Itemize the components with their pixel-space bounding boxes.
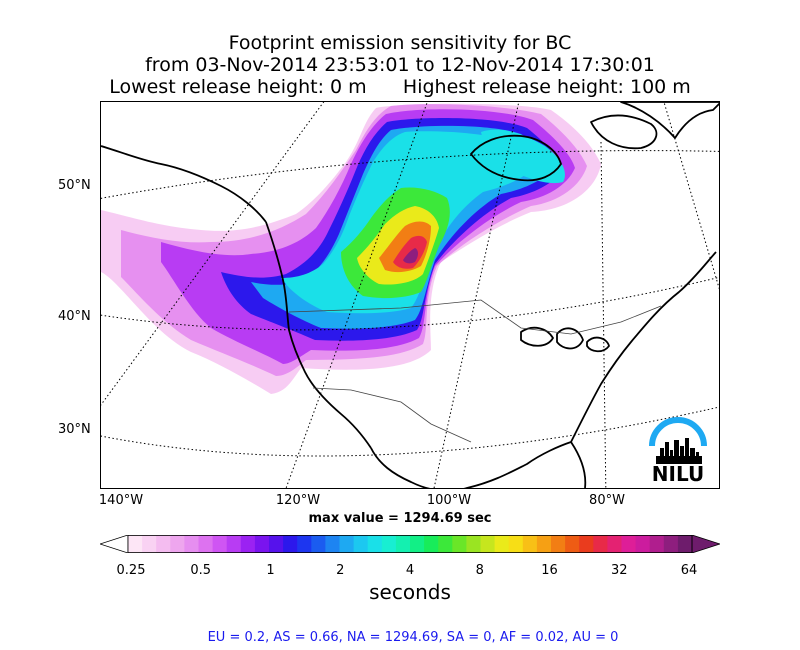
colorbar-step [522, 535, 538, 553]
colorbar-step [198, 535, 214, 553]
meridian-60w [663, 102, 719, 290]
footprint-map [100, 101, 720, 489]
colorbar-step [649, 535, 665, 553]
pacific-coast [265, 221, 372, 449]
colorbar-step [635, 535, 651, 553]
colorbar-step [142, 535, 157, 553]
graticule [101, 102, 719, 488]
colorbar-tick-label: 8 [475, 563, 484, 578]
sensitivity-field [101, 103, 601, 395]
parallel-40n [101, 276, 719, 331]
colorbar-step [410, 535, 425, 553]
colorbar-step [438, 535, 453, 553]
us-canada-border [288, 299, 662, 335]
colorbar-step [607, 535, 622, 553]
colorbar-step [424, 535, 439, 553]
lon-label-80w: 80°W [589, 493, 625, 508]
hudson-bay [470, 134, 562, 182]
colorbar-step [494, 535, 510, 553]
colorbar-tick-label: 32 [610, 563, 628, 578]
colorbar-outline [127, 535, 693, 553]
colorbar-step [565, 535, 580, 553]
meridian-120w [285, 102, 428, 488]
nilu-logo-mark [649, 417, 707, 464]
florida [570, 441, 587, 488]
colorbar-step [254, 535, 270, 553]
title-line-1: Footprint emission sensitivity for BC [228, 32, 572, 54]
colorbar-step [593, 535, 608, 553]
colorbar-step [170, 535, 185, 553]
colorbar-step [381, 535, 397, 553]
atlantic-coast [570, 251, 717, 443]
colorbar-step [240, 535, 256, 553]
colorbar-step [226, 535, 242, 553]
colorbar-step [339, 535, 355, 553]
map-canvas [101, 102, 719, 488]
colorbar [100, 535, 720, 553]
colorbar-tick-label: 1 [266, 563, 275, 578]
max-value-label: max value = 1294.69 sec [308, 511, 492, 526]
highest-release-height: Highest release height: 100 m [402, 76, 691, 98]
colorbar-step [621, 535, 637, 553]
nilu-logo: NILU [646, 412, 710, 484]
colorbar-step [269, 535, 284, 553]
colorbar-step [551, 535, 566, 553]
alaska-coast [101, 145, 267, 223]
colorbar-units: seconds [369, 580, 451, 604]
colorbar-tick-label: 0.25 [116, 563, 146, 578]
lat-label-30n: 30°N [58, 422, 91, 437]
colorbar-extend-max [691, 535, 720, 553]
colorbar-step [353, 535, 369, 553]
lon-label-120w: 120°W [275, 493, 321, 508]
colorbar-step [579, 535, 594, 553]
plume-north-cyan [481, 129, 565, 184]
colorbar-extend-min [100, 535, 129, 553]
colorbar-step [325, 535, 340, 553]
colorbar-tick-label: 2 [336, 563, 345, 578]
colorbar-tick-label: 4 [405, 563, 415, 578]
colorbar-step [452, 535, 467, 553]
title-line-3: Lowest release height: 0 m Highest relea… [0, 76, 800, 98]
colorbar-step [283, 535, 298, 553]
colorbar-step [508, 535, 524, 553]
colorbar-step [184, 535, 199, 553]
colorbar-step [536, 535, 552, 553]
lowest-release-height: Lowest release height: 0 m [109, 76, 367, 98]
region-totals: EU = 0.2, AS = 0.66, NA = 1294.69, SA = … [207, 630, 619, 645]
lat-label-50n: 50°N [58, 178, 91, 193]
colorbar-step [156, 535, 171, 553]
colorbar-tick-label: 64 [680, 563, 698, 578]
plume-maxima [403, 248, 418, 264]
borders [288, 299, 662, 443]
colorbar-tick-label: 16 [541, 563, 558, 578]
colorbar-step [367, 535, 383, 553]
meridian-80w [600, 141, 607, 488]
lon-label-140w: 140°W [98, 493, 144, 508]
title-line-2: from 03-Nov-2014 23:53:01 to 12-Nov-2014… [145, 54, 655, 76]
nilu-logo-text: NILU [651, 462, 705, 486]
mexico-gulf-coast [370, 441, 572, 488]
greenland [620, 102, 719, 139]
colorbar-step [663, 535, 679, 553]
colorbar-step [212, 535, 228, 553]
colorbar-step [395, 535, 411, 553]
parallel-30n [101, 406, 719, 457]
arctic-islands [590, 114, 658, 150]
lon-label-100w: 100°W [426, 493, 472, 508]
colorbar-step [297, 535, 312, 553]
colorbar-step [677, 535, 693, 553]
coastlines [101, 102, 719, 488]
colorbar-step [466, 535, 481, 553]
colorbar-step [480, 535, 496, 553]
lat-label-40n: 40°N [58, 309, 91, 324]
colorbar-tick-label: 0.5 [190, 563, 212, 578]
great-lakes [520, 326, 610, 353]
colorbar-step [311, 535, 326, 553]
us-mexico-border [312, 387, 472, 443]
colorbar-step [128, 535, 143, 553]
